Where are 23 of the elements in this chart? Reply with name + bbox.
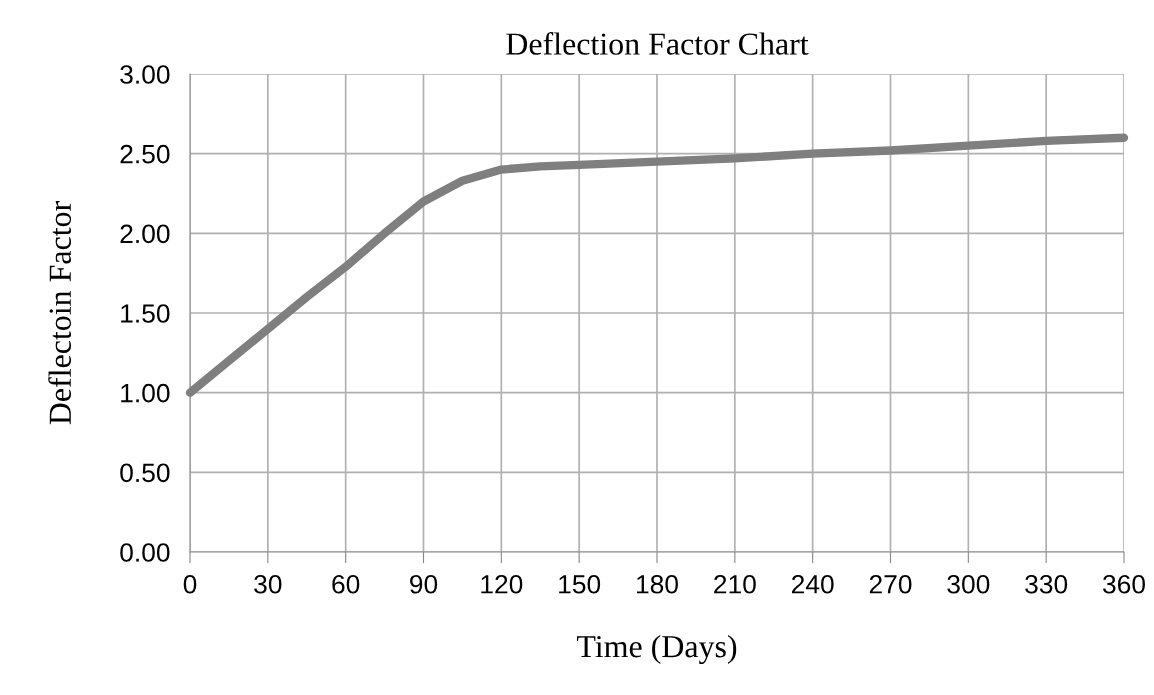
chart-title: Deflection Factor Chart xyxy=(506,32,809,55)
x-tick-label: 180 xyxy=(637,574,678,594)
x-tick-label: 210 xyxy=(714,574,756,594)
x-tick-label: 90 xyxy=(410,574,438,594)
x-tick-label: 150 xyxy=(559,574,601,594)
y-tick-label: 2.50 xyxy=(120,144,170,164)
y-tick-label: 0.00 xyxy=(120,543,170,562)
x-axis-title: Time (Days) xyxy=(576,634,737,664)
x-tick-label: 330 xyxy=(1025,574,1068,594)
x-tick-label: 300 xyxy=(947,574,990,594)
x-tick-label: 240 xyxy=(791,574,834,594)
y-tick-label: 2.00 xyxy=(120,224,170,244)
x-tick-label: 270 xyxy=(869,574,912,594)
y-tick-label: 0.50 xyxy=(120,463,170,483)
x-tick-label: 0 xyxy=(183,574,197,594)
x-tick-label: 360 xyxy=(1102,574,1145,594)
x-tick-label: 120 xyxy=(481,574,523,594)
y-tick-label: 1.50 xyxy=(121,304,170,323)
x-tick-label: 30 xyxy=(254,574,282,594)
y-tick-label: 1.00 xyxy=(121,383,170,403)
y-axis-title: Deflectoin Factor xyxy=(48,201,72,425)
y-tick-label: 3.00 xyxy=(120,65,170,84)
x-tick-label: 60 xyxy=(332,574,360,594)
